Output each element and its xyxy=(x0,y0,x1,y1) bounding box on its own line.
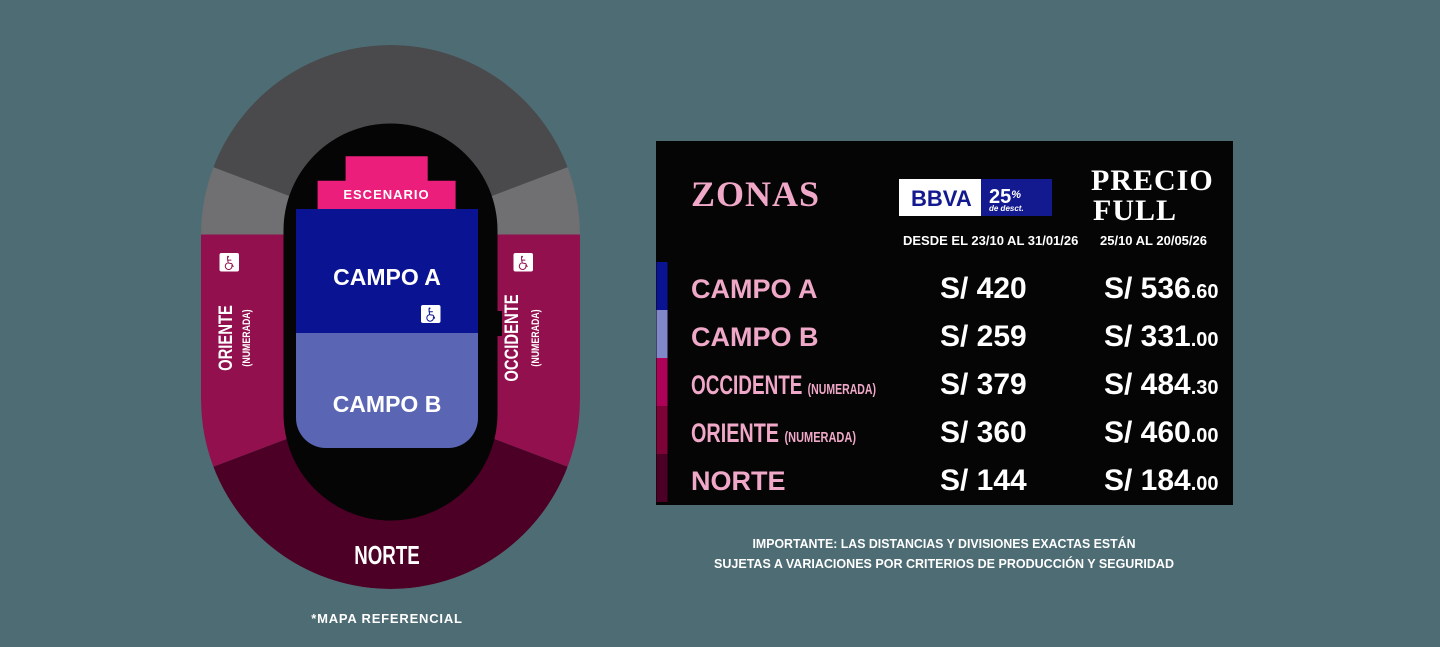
svg-text:PRECIO: PRECIO xyxy=(1091,164,1214,197)
svg-text:CAMPO B: CAMPO B xyxy=(333,391,442,417)
svg-text:IMPORTANTE: LAS DISTANCIAS Y D: IMPORTANTE: LAS DISTANCIAS Y DIVISIONES … xyxy=(753,536,1136,551)
svg-text:FULL: FULL xyxy=(1093,194,1177,227)
svg-text:(NUMERADA): (NUMERADA) xyxy=(241,309,253,366)
svg-text:S/ 420: S/ 420 xyxy=(940,272,1027,305)
svg-text:*MAPA REFERENCIAL: *MAPA REFERENCIAL xyxy=(311,611,463,626)
svg-text:CAMPO A: CAMPO A xyxy=(333,264,441,290)
svg-text:SUJETAS A VARIACIONES POR CRIT: SUJETAS A VARIACIONES POR CRITERIOS DE P… xyxy=(714,556,1174,571)
svg-text:CAMPO A: CAMPO A xyxy=(691,274,818,304)
svg-text:S/ 360: S/ 360 xyxy=(940,416,1027,449)
svg-text:S/ 259: S/ 259 xyxy=(940,320,1027,353)
svg-text:ZONAS: ZONAS xyxy=(691,174,820,214)
svg-text:BBVA: BBVA xyxy=(911,186,972,211)
svg-text:NORTE: NORTE xyxy=(691,466,786,496)
svg-text:de desct.: de desct. xyxy=(989,204,1024,213)
svg-text:DESDE EL 23/10 AL 31/01/26: DESDE EL 23/10 AL 31/01/26 xyxy=(903,233,1078,248)
svg-text:S/ 144: S/ 144 xyxy=(940,464,1027,497)
svg-text:25/10 AL 20/05/26: 25/10 AL 20/05/26 xyxy=(1100,233,1207,248)
svg-text:OCCIDENTE: OCCIDENTE xyxy=(501,294,522,381)
svg-text:ESCENARIO: ESCENARIO xyxy=(343,187,429,202)
svg-text:CAMPO B: CAMPO B xyxy=(691,322,819,352)
svg-text:NORTE: NORTE xyxy=(354,540,419,570)
svg-text:(NUMERADA): (NUMERADA) xyxy=(530,309,542,366)
svg-text:S/ 379: S/ 379 xyxy=(940,368,1027,401)
svg-text:ORIENTE: ORIENTE xyxy=(215,305,236,371)
